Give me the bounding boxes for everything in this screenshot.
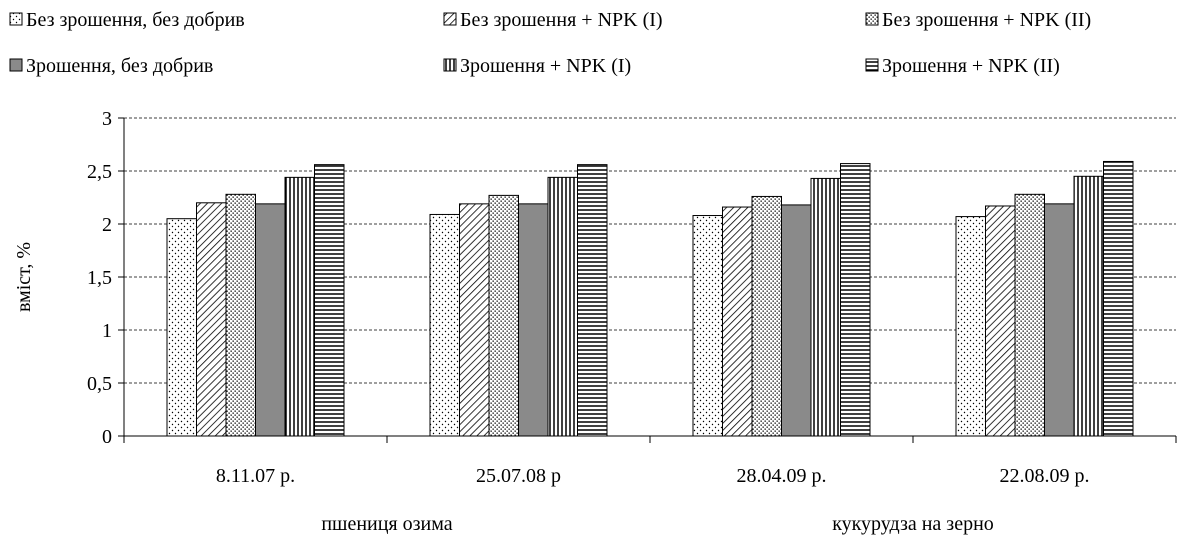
legend-swatch xyxy=(865,12,879,26)
x-tick-label: 22.08.09 р. xyxy=(1000,465,1090,487)
bar xyxy=(1103,160,1134,437)
y-tick-label: 3 xyxy=(102,108,112,130)
legend-swatch xyxy=(443,58,457,72)
legend-item: Без зрошення + NPK (II) xyxy=(865,9,1091,31)
bar xyxy=(547,176,578,437)
axis-labels: вміст, % xyxy=(13,242,35,312)
legend-label: Зрошення, без добрив xyxy=(26,55,213,77)
legend-swatch xyxy=(9,58,23,72)
bar xyxy=(1014,193,1045,437)
legend-label: Без зрошення, без добрив xyxy=(26,9,245,31)
bar xyxy=(722,206,753,437)
bar xyxy=(429,213,460,437)
bar xyxy=(488,194,519,437)
bar xyxy=(166,218,197,437)
y-tick-label: 2 xyxy=(102,214,112,236)
y-tick-label: 1,5 xyxy=(87,267,112,289)
bar xyxy=(577,164,608,437)
y-axis-label: вміст, % xyxy=(13,242,35,312)
bar xyxy=(1073,175,1104,437)
bar xyxy=(840,163,871,437)
legend-swatch xyxy=(865,58,879,72)
legend-item: Без зрошення + NPK (I) xyxy=(443,9,663,31)
legend-item: Зрошення + NPK (I) xyxy=(443,55,631,77)
y-tick-label: 2,5 xyxy=(87,161,112,183)
bar xyxy=(225,193,256,437)
x-tick-label: 8.11.07 р. xyxy=(216,465,295,487)
legend-item: Зрошення, без добрив xyxy=(9,55,213,77)
bar xyxy=(1044,203,1075,437)
legend-swatch xyxy=(443,12,457,26)
y-tick-label: 1 xyxy=(102,320,112,342)
x-tick-label: 28.04.09 р. xyxy=(737,465,827,487)
legend-item: Зрошення + NPK (II) xyxy=(865,55,1060,77)
bars xyxy=(166,160,1134,437)
bar xyxy=(196,202,227,437)
bar xyxy=(955,216,986,437)
bar xyxy=(314,164,345,437)
bar xyxy=(810,177,841,437)
group-label: кукурудза на зерно xyxy=(832,513,994,535)
legend-label: Без зрошення + NPK (II) xyxy=(882,9,1091,31)
legend: Без зрошення, без добрив Без зрошення + N… xyxy=(9,9,1091,77)
legend-swatch xyxy=(9,12,23,26)
bar xyxy=(284,176,315,437)
bar xyxy=(692,215,723,437)
axes: 0 0,5 1 1,5 2 2,5 3 8.11.07 р. 25.07.08 р 28.04.0… xyxy=(87,108,1177,535)
x-tick-label: 25.07.08 р xyxy=(476,465,561,487)
bar xyxy=(459,203,490,437)
bar xyxy=(751,195,782,437)
y-tick-label: 0 xyxy=(102,426,112,448)
legend-label: Без зрошення + NPK (I) xyxy=(460,9,663,31)
legend-item: Без зрошення, без добрив xyxy=(9,9,245,31)
bar xyxy=(518,203,549,437)
bar xyxy=(781,204,812,437)
legend-label: Зрошення + NPK (I) xyxy=(460,55,631,77)
group-label: пшениця озима xyxy=(321,513,452,535)
y-tick-label: 0,5 xyxy=(87,373,112,395)
legend-label: Зрошення + NPK (II) xyxy=(882,55,1060,77)
bar xyxy=(985,205,1016,437)
bar xyxy=(255,203,286,437)
